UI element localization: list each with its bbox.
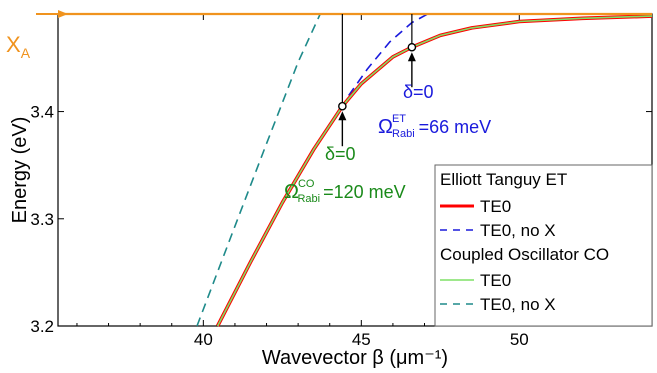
crossing-point (407, 42, 417, 52)
series-line-2 (216, 15, 653, 327)
x-tick-label: 50 (510, 330, 529, 349)
legend-box (434, 164, 653, 327)
legend: Elliott Tanguy ET TE0 TE0, no X Coupled … (434, 164, 653, 327)
y-tick-label: 3.4 (30, 103, 54, 122)
crossing-point (338, 101, 347, 111)
markers-layer (338, 14, 417, 147)
legend-label: TE0 (480, 271, 511, 290)
exciton-arrow-head (58, 10, 68, 18)
axis-ticks: 40 45 50 3.2 3.3 3.4 (30, 14, 652, 349)
delta-co-annotation: δ=0 (325, 144, 356, 164)
legend-group-title: Elliott Tanguy ET (440, 170, 567, 189)
delta-arrow-head (407, 52, 416, 62)
series-line-3 (196, 13, 321, 327)
legend-label: TE0, no X (480, 295, 556, 314)
x-tick-label: 45 (352, 330, 371, 349)
y-tick-label: 3.2 (30, 317, 54, 336)
series-line-1 (348, 13, 429, 96)
x-axis-label: Wavevector β (μm⁻¹) (262, 347, 448, 369)
rabi-et-annotation: ΩET Rabi =66 meV (378, 113, 491, 140)
x-tick-label: 40 (194, 330, 213, 349)
y-tick-label: 3.3 (30, 210, 54, 229)
delta-arrow-head (338, 111, 347, 121)
legend-label: TE0 (480, 197, 511, 216)
exciton-label: XA (6, 32, 31, 61)
delta-et-annotation: δ=0 (403, 82, 434, 102)
legend-group-title: Coupled Oscillator CO (440, 245, 609, 264)
exciton-line-layer (36, 10, 652, 18)
y-axis-label: Energy (eV) (9, 117, 31, 224)
rabi-co-annotation: ΩCO Rabi =120 meV (284, 178, 406, 205)
legend-label: TE0, no X (480, 221, 556, 240)
series-layer (196, 13, 653, 327)
